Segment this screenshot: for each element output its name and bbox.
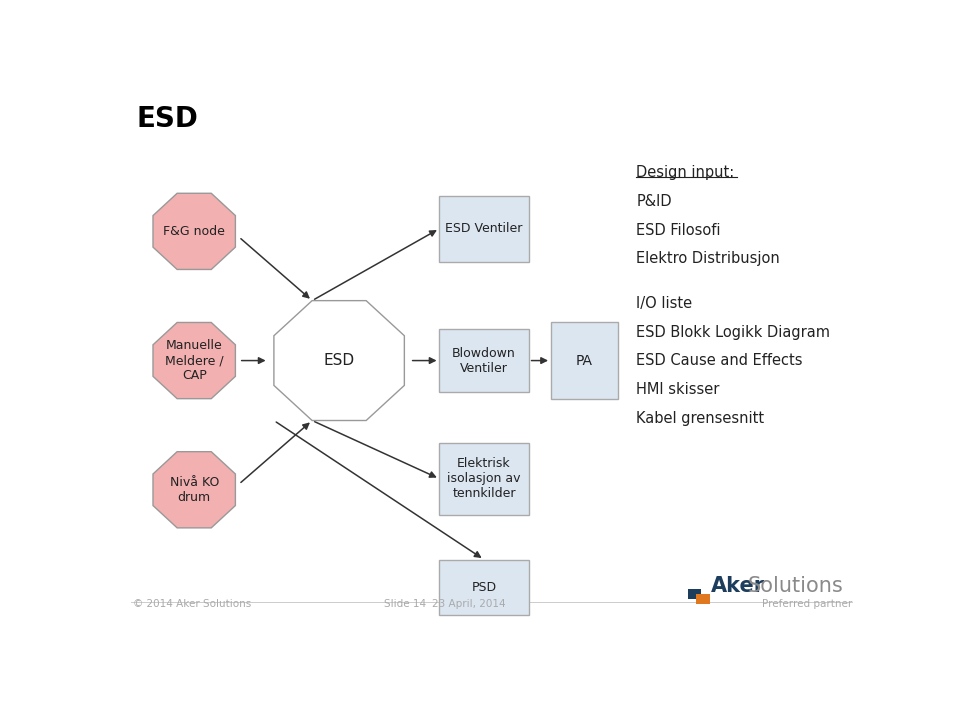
Bar — [689, 589, 701, 599]
Bar — [696, 594, 710, 603]
Text: Nivå KO
drum: Nivå KO drum — [170, 476, 219, 504]
Text: Solutions: Solutions — [748, 575, 844, 595]
Text: ESD Ventiler: ESD Ventiler — [445, 222, 523, 235]
Text: Design input:: Design input: — [637, 166, 735, 181]
Polygon shape — [274, 301, 405, 421]
Text: © 2014 Aker Solutions: © 2014 Aker Solutions — [133, 599, 251, 609]
Text: Kabel grensesnitt: Kabel grensesnitt — [637, 411, 764, 426]
Text: I/O liste: I/O liste — [637, 296, 692, 311]
Text: PA: PA — [576, 353, 593, 368]
Bar — [439, 196, 528, 261]
Text: Elektrisk
isolasjon av
tennkilder: Elektrisk isolasjon av tennkilder — [447, 457, 521, 501]
Text: 23 April, 2014: 23 April, 2014 — [432, 599, 505, 609]
Text: PSD: PSD — [472, 580, 497, 593]
Text: Elektro Distribusjon: Elektro Distribusjon — [637, 251, 781, 266]
Text: ESD Blokk Logikk Diagram: ESD Blokk Logikk Diagram — [637, 325, 830, 340]
Polygon shape — [153, 193, 235, 269]
Text: ESD: ESD — [323, 353, 355, 368]
Text: ESD: ESD — [136, 105, 199, 133]
Text: F&G node: F&G node — [163, 225, 225, 238]
Text: P&ID: P&ID — [637, 194, 672, 209]
Text: HMI skisser: HMI skisser — [637, 382, 720, 397]
Text: ESD Filosofi: ESD Filosofi — [637, 223, 721, 238]
Bar — [439, 560, 528, 615]
Text: Aker: Aker — [711, 575, 765, 595]
Text: Blowdown
Ventiler: Blowdown Ventiler — [453, 346, 516, 375]
Text: ESD Cause and Effects: ESD Cause and Effects — [637, 353, 803, 368]
Bar — [550, 322, 618, 399]
Polygon shape — [153, 323, 235, 398]
Text: Manuelle
Meldere /
CAP: Manuelle Meldere / CAP — [165, 339, 223, 382]
Bar — [439, 329, 528, 392]
Text: Slide 14: Slide 14 — [384, 599, 426, 609]
Polygon shape — [153, 452, 235, 528]
Bar — [439, 443, 528, 515]
Text: Preferred partner: Preferred partner — [761, 599, 852, 609]
